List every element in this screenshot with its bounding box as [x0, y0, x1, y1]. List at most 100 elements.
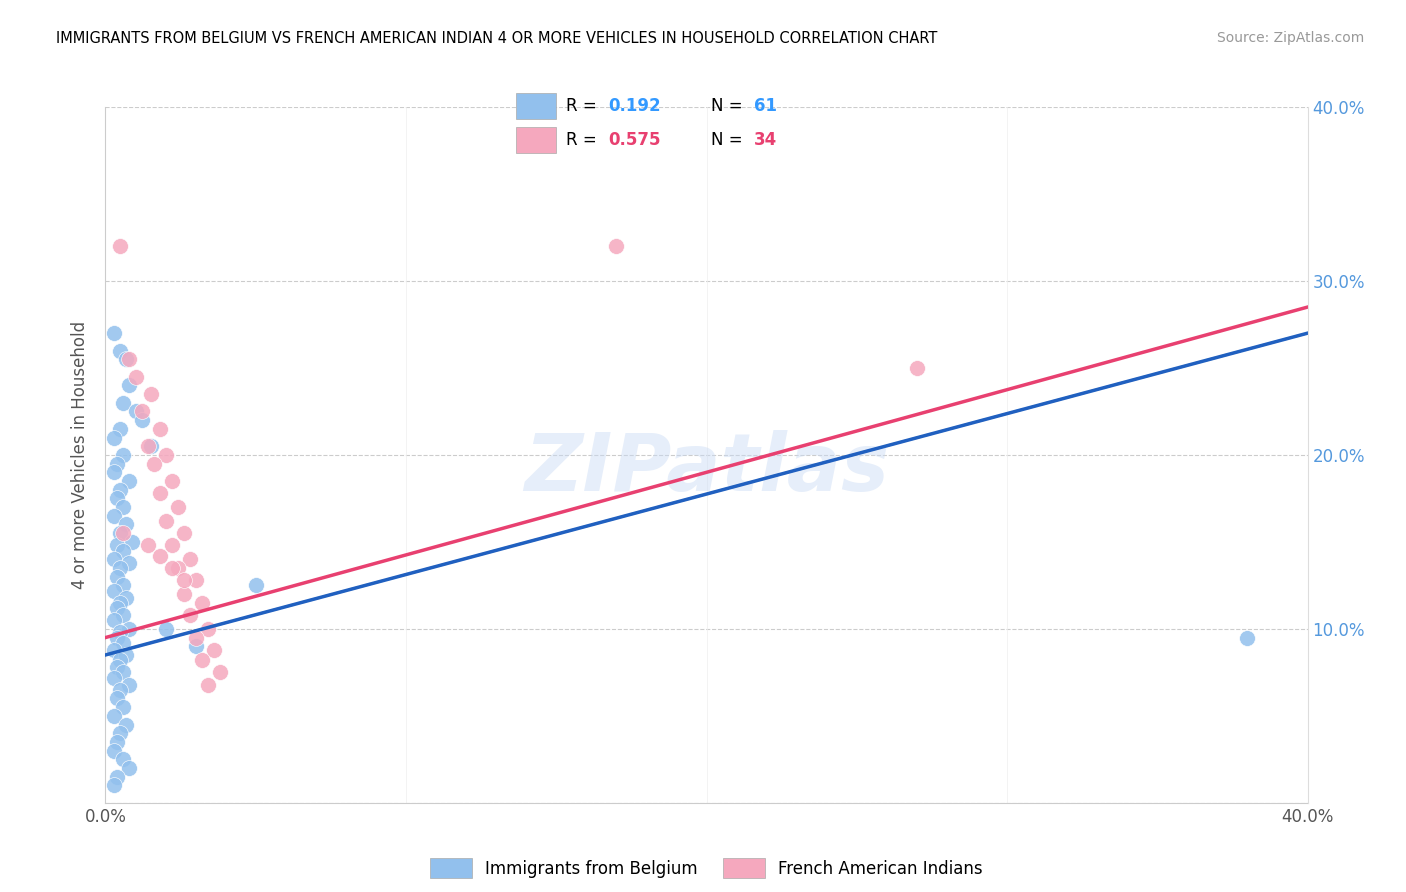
Point: [115, 717, 138, 731]
Point: [110, 239, 132, 253]
Point: [110, 561, 132, 575]
Point: [124, 369, 146, 384]
Text: 34: 34: [754, 131, 778, 149]
Point: [160, 538, 183, 552]
Point: [112, 526, 135, 541]
Point: [118, 761, 141, 775]
Point: [103, 466, 125, 480]
Point: [160, 561, 183, 575]
Point: [139, 387, 162, 401]
Point: [197, 677, 219, 691]
Point: [103, 431, 125, 445]
Point: [118, 378, 141, 392]
Text: 0.192: 0.192: [609, 97, 661, 115]
Point: [148, 549, 170, 563]
Point: [103, 708, 125, 723]
Point: [103, 744, 125, 758]
Point: [118, 556, 141, 570]
Point: [139, 439, 162, 453]
Point: [103, 552, 125, 566]
Point: [107, 491, 129, 506]
Point: [179, 607, 201, 622]
Point: [103, 642, 125, 657]
Point: [107, 691, 129, 706]
Legend: Immigrants from Belgium, French American Indians: Immigrants from Belgium, French American…: [423, 851, 990, 885]
Point: [110, 625, 132, 640]
Point: [103, 778, 125, 792]
Point: [131, 404, 153, 418]
Point: [190, 653, 212, 667]
Text: Source: ZipAtlas.com: Source: ZipAtlas.com: [1216, 31, 1364, 45]
Point: [103, 326, 125, 340]
Point: [155, 448, 177, 462]
Point: [148, 422, 170, 436]
Point: [202, 642, 225, 657]
Point: [110, 596, 132, 610]
Point: [173, 587, 195, 601]
Point: [148, 486, 170, 500]
Point: [103, 613, 125, 627]
Point: [121, 534, 143, 549]
Point: [112, 607, 135, 622]
Point: [107, 538, 129, 552]
Point: [166, 500, 188, 514]
Point: [112, 700, 135, 714]
Point: [110, 653, 132, 667]
Point: [136, 439, 159, 453]
Point: [118, 352, 141, 367]
Point: [107, 735, 129, 749]
Point: [190, 596, 212, 610]
Point: [112, 396, 135, 410]
Point: [112, 543, 135, 558]
FancyBboxPatch shape: [516, 93, 555, 119]
Point: [115, 648, 138, 662]
Point: [131, 413, 153, 427]
Point: [118, 622, 141, 636]
Point: [112, 636, 135, 650]
Point: [605, 239, 627, 253]
Point: [107, 457, 129, 471]
Text: N =: N =: [711, 97, 748, 115]
Point: [112, 665, 135, 680]
Point: [115, 352, 138, 367]
Point: [136, 538, 159, 552]
Point: [107, 770, 129, 784]
Text: ZIPatlas: ZIPatlas: [524, 430, 889, 508]
Point: [107, 570, 129, 584]
Point: [124, 404, 146, 418]
Point: [110, 526, 132, 541]
Point: [103, 583, 125, 598]
Text: R =: R =: [565, 131, 602, 149]
Point: [110, 483, 132, 497]
Point: [184, 639, 207, 653]
Y-axis label: 4 or more Vehicles in Household: 4 or more Vehicles in Household: [72, 321, 90, 589]
Text: R =: R =: [565, 97, 602, 115]
Point: [208, 665, 231, 680]
Point: [184, 573, 207, 587]
Point: [110, 682, 132, 697]
Text: 61: 61: [754, 97, 778, 115]
Point: [179, 552, 201, 566]
Point: [115, 591, 138, 605]
Point: [115, 517, 138, 532]
Point: [155, 622, 177, 636]
Point: [118, 677, 141, 691]
Point: [112, 578, 135, 592]
Text: N =: N =: [711, 131, 748, 149]
Point: [142, 457, 165, 471]
Text: 0.575: 0.575: [609, 131, 661, 149]
Point: [110, 343, 132, 358]
FancyBboxPatch shape: [516, 127, 555, 153]
Text: IMMIGRANTS FROM BELGIUM VS FRENCH AMERICAN INDIAN 4 OR MORE VEHICLES IN HOUSEHOL: IMMIGRANTS FROM BELGIUM VS FRENCH AMERIC…: [56, 31, 938, 46]
Point: [112, 752, 135, 766]
Point: [118, 474, 141, 488]
Point: [107, 631, 129, 645]
Point: [173, 526, 195, 541]
Point: [1236, 631, 1258, 645]
Point: [905, 360, 928, 375]
Point: [107, 660, 129, 674]
Point: [112, 500, 135, 514]
Point: [103, 671, 125, 685]
Point: [112, 448, 135, 462]
Point: [107, 601, 129, 615]
